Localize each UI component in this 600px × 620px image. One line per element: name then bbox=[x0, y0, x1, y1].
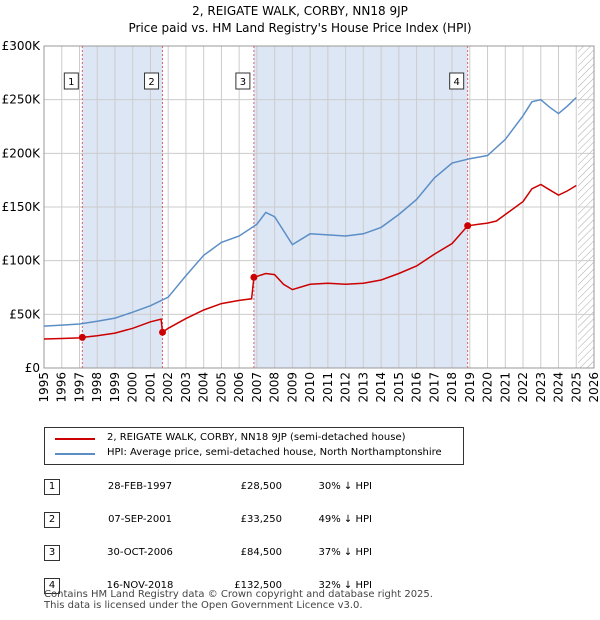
sale-marker-box bbox=[449, 72, 465, 90]
x-tick-label: 2019 bbox=[463, 372, 477, 403]
x-tick-label: 2008 bbox=[268, 372, 282, 403]
sale-marker-label: 3 bbox=[240, 77, 246, 88]
footer: Contains HM Land Registry data © Crown c… bbox=[44, 589, 433, 611]
y-tick-label: £150K bbox=[2, 200, 42, 214]
x-tick-label: 1997 bbox=[72, 372, 86, 403]
x-tick-label: 2007 bbox=[250, 372, 264, 403]
x-tick-label: 2023 bbox=[534, 372, 548, 403]
x-tick-label: 2017 bbox=[427, 372, 441, 403]
sale-number: 2 bbox=[44, 511, 60, 528]
y-tick-label: £0 bbox=[25, 361, 40, 375]
legend-hpi-swatch bbox=[55, 453, 95, 455]
x-tick-label: 2000 bbox=[126, 372, 140, 403]
sale-price: £28,500 bbox=[240, 481, 282, 492]
sale-date: 30-OCT-2006 bbox=[107, 547, 173, 558]
sale-marker-label: 1 bbox=[68, 77, 74, 88]
legend-price-label: 2, REIGATE WALK, CORBY, NN18 9JP (semi-d… bbox=[107, 432, 406, 443]
x-tick-label: 2005 bbox=[214, 372, 228, 403]
sale-number: 3 bbox=[44, 544, 60, 561]
sale-hpi-diff: 30% ↓ HPI bbox=[318, 481, 372, 492]
sale-date: 07-SEP-2001 bbox=[108, 514, 172, 525]
x-tick-label: 2022 bbox=[516, 372, 530, 403]
x-tick-label: 2020 bbox=[481, 372, 495, 403]
x-tick-label: 2001 bbox=[143, 372, 157, 403]
x-tick-label: 2013 bbox=[356, 372, 370, 403]
y-tick-label: £100K bbox=[2, 254, 42, 268]
sale-point bbox=[250, 273, 258, 281]
x-tick-label: 2026 bbox=[587, 372, 600, 403]
table-row: 4 16-NOV-2018 £132,500 32% ↓ HPI bbox=[44, 569, 372, 602]
x-tick-label: 2015 bbox=[392, 372, 406, 403]
y-tick-label: £50K bbox=[9, 307, 41, 321]
y-tick-label: £200K bbox=[2, 146, 42, 160]
x-tick-label: 2016 bbox=[410, 372, 424, 403]
legend-price-swatch bbox=[55, 438, 95, 440]
sale-marker-box bbox=[235, 72, 251, 90]
sale-hpi-diff: 37% ↓ HPI bbox=[318, 547, 372, 558]
sale-price: £132,500 bbox=[234, 580, 282, 591]
sale-date: 28-FEB-1997 bbox=[107, 481, 173, 492]
x-tick-label: 2011 bbox=[321, 372, 335, 403]
x-tick-label: 1998 bbox=[90, 372, 104, 403]
x-tick-label: 2006 bbox=[232, 372, 246, 403]
y-tick-label: £250K bbox=[2, 93, 42, 107]
x-tick-label: 2002 bbox=[161, 372, 175, 403]
sale-price: £84,500 bbox=[240, 547, 282, 558]
x-tick-label: 2012 bbox=[339, 372, 353, 403]
x-tick-label: 2018 bbox=[445, 372, 459, 403]
hpi-line bbox=[43, 96, 577, 327]
legend: 2, REIGATE WALK, CORBY, NN18 9JP (semi-d… bbox=[44, 427, 464, 465]
x-tick-label: 2024 bbox=[552, 372, 566, 403]
x-tick-label: 2014 bbox=[374, 372, 388, 403]
sale-marker-label: 4 bbox=[453, 77, 459, 88]
table-row: 2 07-SEP-2001 £33,250 49% ↓ HPI bbox=[44, 503, 372, 536]
plot-border bbox=[43, 45, 595, 369]
sale-marker-box bbox=[144, 72, 160, 90]
y-tick-label: £300K bbox=[2, 39, 42, 53]
sale-price: £33,250 bbox=[240, 514, 282, 525]
sale-point bbox=[159, 328, 167, 336]
table-row: 1 28-FEB-1997 £28,500 30% ↓ HPI bbox=[44, 470, 372, 503]
sale-number: 4 bbox=[44, 577, 60, 594]
sale-date: 16-NOV-2018 bbox=[106, 580, 174, 591]
x-tick-label: 1996 bbox=[55, 372, 69, 403]
x-tick-label: 2025 bbox=[569, 372, 583, 403]
sale-point bbox=[78, 333, 86, 341]
sale-marker-box bbox=[63, 72, 79, 90]
sale-number: 1 bbox=[44, 478, 60, 495]
x-tick-label: 2003 bbox=[179, 372, 193, 403]
footer-licence: This data is licensed under the Open Gov… bbox=[44, 600, 363, 611]
footer-copyright: Contains HM Land Registry data © Crown c… bbox=[44, 589, 433, 600]
x-tick-label: 2010 bbox=[303, 372, 317, 403]
table-row: 3 30-OCT-2006 £84,500 37% ↓ HPI bbox=[44, 536, 372, 569]
chart-subtitle: Price paid vs. HM Land Registry's House … bbox=[128, 21, 472, 35]
x-tick-label: 2021 bbox=[498, 372, 512, 403]
x-tick-label: 2009 bbox=[285, 372, 299, 403]
x-tick-label: 2004 bbox=[197, 372, 211, 403]
legend-hpi-label: HPI: Average price, semi-detached house,… bbox=[107, 447, 442, 458]
price-paid-line bbox=[43, 183, 577, 340]
sale-point bbox=[464, 222, 472, 230]
chart-title: 2, REIGATE WALK, CORBY, NN18 9JP bbox=[192, 4, 408, 18]
sale-marker-label: 2 bbox=[148, 77, 154, 88]
x-tick-label: 1995 bbox=[37, 372, 51, 403]
transactions-table: 1 28-FEB-1997 £28,500 30% ↓ HPI 2 07-SEP… bbox=[44, 470, 372, 602]
sale-hpi-diff: 49% ↓ HPI bbox=[318, 514, 372, 525]
sale-hpi-diff: 32% ↓ HPI bbox=[318, 580, 372, 591]
x-tick-label: 1999 bbox=[108, 372, 122, 403]
